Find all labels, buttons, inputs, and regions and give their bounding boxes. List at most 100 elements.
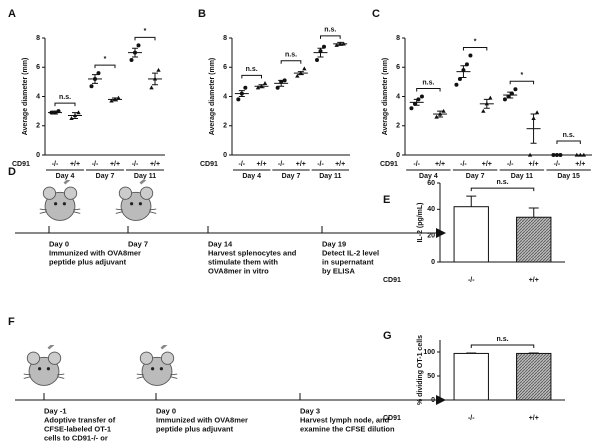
data-point	[282, 78, 287, 83]
y-tick-label: 0	[431, 259, 435, 266]
significance-label: *	[144, 28, 147, 35]
category-label: -/-	[507, 161, 514, 168]
category-label: -/-	[460, 161, 467, 168]
category-label: +/+	[435, 161, 445, 168]
y-tick-label: 0	[36, 152, 40, 159]
significance-label: n.s.	[496, 179, 508, 186]
y-tick-label: 2	[36, 123, 40, 130]
event-label: Day 7	[128, 240, 148, 249]
significance-bracket	[241, 74, 262, 79]
data-point	[534, 110, 540, 115]
significance-label: n.s.	[496, 336, 508, 343]
category-label: +/+	[529, 415, 539, 422]
category-label: -/-	[413, 161, 420, 168]
category-label: -/-	[317, 161, 324, 168]
event-label: Day 0	[156, 407, 176, 416]
data-point	[136, 43, 141, 48]
y-tick-label: 60	[427, 180, 435, 187]
data-point	[129, 57, 134, 62]
y-tick-label: 2	[223, 123, 227, 130]
error-bar	[92, 74, 98, 84]
significance-label: n.s.	[422, 79, 434, 86]
error-bar	[297, 71, 304, 76]
timeline-arrowhead	[436, 228, 446, 238]
error-bar	[530, 113, 537, 144]
data-point	[243, 85, 248, 90]
panel-label: C	[372, 8, 380, 20]
bar	[516, 216, 552, 263]
data-point	[481, 108, 486, 113]
data-point	[468, 53, 473, 58]
data-point	[116, 95, 121, 100]
group-label: Day 4	[419, 173, 438, 180]
y-tick-label: 6	[36, 64, 40, 71]
event-text: peptide plus adjuvant	[156, 425, 234, 434]
panel-label: A	[8, 8, 16, 20]
data-point	[262, 81, 268, 85]
error-bar	[238, 90, 245, 97]
category-label: +/+	[575, 161, 585, 168]
group-label: Day 11	[319, 173, 341, 180]
group-label: Day 4	[242, 173, 261, 180]
error-bar	[507, 91, 514, 99]
event-label: Day 14	[208, 240, 233, 249]
significance-bracket	[470, 344, 535, 348]
data-point	[527, 152, 533, 157]
category-label: +/+	[150, 161, 160, 168]
group-label: Day 11	[134, 173, 156, 180]
event-text: cells to CD91-/- or	[44, 434, 108, 441]
significance-bracket	[134, 36, 156, 41]
significance-bracket	[470, 187, 535, 192]
category-label: +/+	[335, 161, 345, 168]
event-label: Day 0	[49, 240, 69, 249]
row-label: CD91	[383, 277, 401, 284]
significance-label: n.s.	[285, 52, 297, 59]
significance-label: n.s.	[59, 94, 71, 101]
significance-bracket	[556, 140, 581, 144]
y-tick-label: 4	[36, 93, 40, 100]
category-label: +/+	[70, 161, 80, 168]
significance-bracket	[54, 102, 76, 107]
data-point	[434, 114, 439, 119]
data-point	[89, 84, 94, 89]
y-axis-label: Average diameter (mm)	[209, 58, 216, 136]
category-label: -/-	[132, 161, 139, 168]
y-tick-label: 8	[223, 35, 227, 42]
timeline-arrowhead	[436, 395, 446, 405]
event-label: Day 3	[300, 407, 320, 416]
category-label: -/-	[468, 277, 475, 284]
data-point	[255, 85, 261, 90]
bar	[453, 352, 489, 401]
category-label: +/+	[296, 161, 306, 168]
event-text: OVA8mer in vitro	[208, 267, 269, 276]
category-label: -/-	[92, 161, 99, 168]
error-bar	[278, 79, 285, 87]
category-label: -/-	[52, 161, 59, 168]
event-text: examine the CFSE dilution	[300, 425, 395, 434]
data-point	[149, 85, 154, 90]
category-label: -/-	[554, 161, 561, 168]
error-bar	[258, 84, 265, 89]
significance-label: n.s.	[563, 132, 575, 139]
y-tick-label: 6	[223, 64, 227, 71]
significance-bracket	[462, 47, 488, 51]
y-tick-label: 8	[36, 35, 40, 42]
significance-label: n.s.	[324, 27, 336, 34]
panel-label: B	[198, 8, 206, 20]
y-tick-label: 2	[396, 123, 400, 130]
data-point	[502, 97, 507, 102]
error-bar	[317, 47, 324, 58]
panel-label: D	[8, 166, 16, 178]
significance-label: *	[474, 38, 477, 45]
row-label: CD91	[380, 161, 398, 168]
bar	[516, 352, 552, 401]
error-bar	[437, 110, 444, 118]
significance-bracket	[509, 80, 535, 85]
data-point	[109, 98, 114, 103]
significance-bracket	[280, 60, 302, 64]
event-label: Day -1	[44, 407, 67, 416]
row-label: CD91	[12, 161, 30, 168]
significance-bracket	[320, 35, 341, 39]
